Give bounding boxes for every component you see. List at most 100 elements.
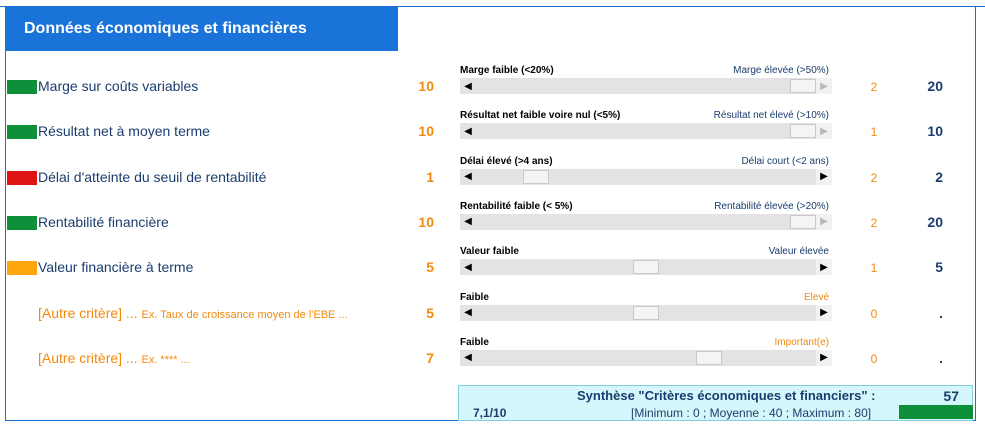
- slider-thumb[interactable]: [633, 305, 659, 320]
- criterion-score: 2: [870, 80, 878, 94]
- criterion-slider[interactable]: ◀ ▶: [460, 123, 832, 140]
- criterion-row: Résultat net à moyen terme 10 Résultat net…: [0, 110, 985, 156]
- criterion-color-swatch: [7, 170, 37, 185]
- criterion-total: 2: [935, 168, 943, 185]
- slider-max-caption: Rentabilité élevée (>20%): [714, 200, 829, 212]
- criterion-example: Ex. **** ...: [141, 353, 190, 366]
- criterion-slider[interactable]: ◀ ▶: [460, 168, 832, 185]
- criterion-color-swatch: [7, 215, 37, 230]
- criterion-slider[interactable]: ◀ ▶: [460, 78, 832, 94]
- synthesis-panel: Synthèse "Critères économiques et financ…: [458, 385, 973, 421]
- criterion-weight: 10: [418, 78, 434, 94]
- scroll-left-arrow-icon[interactable]: ◀: [460, 304, 476, 321]
- criterion-label: [Autre critère] ... Ex. **** ...: [38, 350, 190, 366]
- scroll-left-arrow-icon[interactable]: ◀: [460, 123, 476, 140]
- slider-min-caption: Résultat net faible voire nul (<5%): [460, 110, 621, 122]
- criterion-label: Délai d'atteinte du seuil de rentabilité: [38, 169, 266, 185]
- criterion-label: Résultat net à moyen terme: [38, 123, 210, 139]
- slider-max-caption: Elevé: [803, 291, 829, 303]
- slider-thumb[interactable]: [695, 350, 722, 365]
- criterion-color-swatch: [7, 261, 37, 276]
- scroll-right-arrow-icon[interactable]: ▶: [816, 213, 832, 230]
- criterion-weight: 10: [418, 123, 434, 140]
- scroll-right-arrow-icon[interactable]: ▶: [816, 304, 832, 321]
- scroll-left-arrow-icon[interactable]: ◀: [460, 259, 476, 276]
- slider-min-caption: Marge faible (<20%): [460, 65, 554, 76]
- scroll-right-arrow-icon[interactable]: ▶: [816, 349, 832, 366]
- slider-thumb[interactable]: [790, 214, 816, 229]
- criterion-total: 20: [927, 78, 943, 94]
- criterion-label-text: Valeur financière à terme: [38, 259, 194, 276]
- slider-max-caption: Délai court (<2 ans): [741, 155, 829, 167]
- criterion-slider[interactable]: ◀ ▶: [460, 304, 832, 321]
- scroll-right-arrow-icon[interactable]: ▶: [816, 168, 832, 185]
- criterion-weight: 5: [426, 304, 434, 321]
- slider-max-caption: Marge élevée (>50%): [733, 65, 829, 76]
- slider-max-caption: Valeur élevée: [768, 246, 829, 258]
- synthesis-range: [Minimum : 0 ; Moyenne : 40 ; Maximum : …: [631, 406, 872, 420]
- criterion-score: 1: [870, 125, 878, 140]
- criterion-row: Rentabilité financière 10 Rentabilité faib…: [0, 201, 985, 247]
- slider-thumb[interactable]: [523, 169, 550, 184]
- criterion-label-text: Délai d'atteinte du seuil de rentabilité: [38, 168, 267, 185]
- criterion-example: Ex. Taux de croissance moyen de l'EBE ..…: [141, 308, 348, 321]
- slider-min-caption: Délai élevé (>4 ans): [460, 155, 553, 167]
- criterion-label-text: [Autre critère] ...: [38, 304, 138, 321]
- slider-max-caption: Résultat net élevé (>10%): [713, 110, 829, 122]
- criterion-score: 2: [870, 170, 878, 185]
- synthesis-title: Synthèse "Critères économiques et financ…: [577, 388, 876, 403]
- scroll-left-arrow-icon[interactable]: ◀: [460, 349, 476, 366]
- section-header: Données économiques et financières: [6, 7, 398, 51]
- criterion-total: 5: [935, 259, 943, 276]
- scroll-left-arrow-icon[interactable]: ◀: [460, 213, 476, 230]
- criterion-color-swatch: [7, 80, 37, 94]
- criterion-weight: 10: [418, 213, 434, 230]
- criterion-score: 0: [870, 306, 878, 321]
- criterion-weight: 1: [426, 168, 434, 185]
- criterion-total: .: [939, 349, 943, 366]
- criterion-color-swatch: [7, 125, 37, 140]
- criterion-score: 2: [870, 215, 878, 230]
- criterion-label-text: Marge sur coûts variables: [38, 78, 199, 94]
- scroll-right-arrow-icon[interactable]: ▶: [816, 123, 832, 140]
- criterion-score: 0: [870, 351, 878, 366]
- synthesis-value: 57: [943, 388, 959, 404]
- synthesis-indicator-bar: [899, 405, 973, 419]
- frame-left-border: [5, 6, 6, 421]
- criterion-label-text: Résultat net à moyen terme: [38, 123, 210, 140]
- slider-thumb[interactable]: [790, 79, 816, 93]
- slider-min-caption: Rentabilité faible (< 5%): [460, 200, 573, 212]
- synthesis-rating: 7,1/10: [473, 406, 507, 420]
- slider-thumb[interactable]: [633, 260, 659, 275]
- criterion-row: Marge sur coûts variables 10 Marge faible …: [0, 65, 985, 111]
- criterion-row: Délai d'atteinte du seuil de rentabilité…: [0, 156, 985, 202]
- criterion-score: 1: [870, 261, 878, 276]
- criterion-row: Valeur financière à terme 5 Valeur faible V…: [0, 246, 985, 292]
- criterion-slider[interactable]: ◀ ▶: [460, 213, 832, 230]
- criterion-total: 10: [927, 123, 943, 140]
- scroll-right-arrow-icon[interactable]: ▶: [816, 259, 832, 276]
- slider-max-caption: Important(e): [774, 336, 829, 348]
- criterion-label: Valeur financière à terme: [38, 259, 193, 275]
- slider-min-caption: Valeur faible: [460, 246, 519, 258]
- slider-thumb[interactable]: [790, 124, 816, 139]
- criterion-label-text: Rentabilité financière: [38, 213, 169, 230]
- slider-min-caption: Faible: [460, 291, 489, 303]
- criterion-label: [Autre critère] ... Ex. Taux de croissan…: [38, 305, 348, 321]
- frame-top-border: [0, 6, 985, 7]
- criterion-total: .: [939, 304, 943, 321]
- criterion-slider[interactable]: ◀ ▶: [460, 259, 832, 276]
- frame-right-border: [975, 6, 976, 421]
- criterion-label-text: [Autre critère] ...: [38, 349, 138, 366]
- criterion-weight: 5: [426, 259, 434, 276]
- scroll-right-arrow-icon[interactable]: ▶: [816, 78, 832, 94]
- criterion-total: 20: [927, 213, 943, 230]
- scroll-left-arrow-icon[interactable]: ◀: [460, 168, 476, 185]
- slider-min-caption: Faible: [460, 336, 489, 348]
- scroll-left-arrow-icon[interactable]: ◀: [460, 78, 476, 94]
- criterion-slider[interactable]: ◀ ▶: [460, 349, 832, 366]
- criterion-weight: 7: [426, 349, 434, 366]
- criterion-row: [Autre critère] ... Ex. Taux de croissan…: [0, 292, 985, 338]
- criterion-label: Rentabilité financière: [38, 214, 169, 230]
- criterion-row: [Autre critère] ... Ex. **** ... 7 Faible I…: [0, 337, 985, 383]
